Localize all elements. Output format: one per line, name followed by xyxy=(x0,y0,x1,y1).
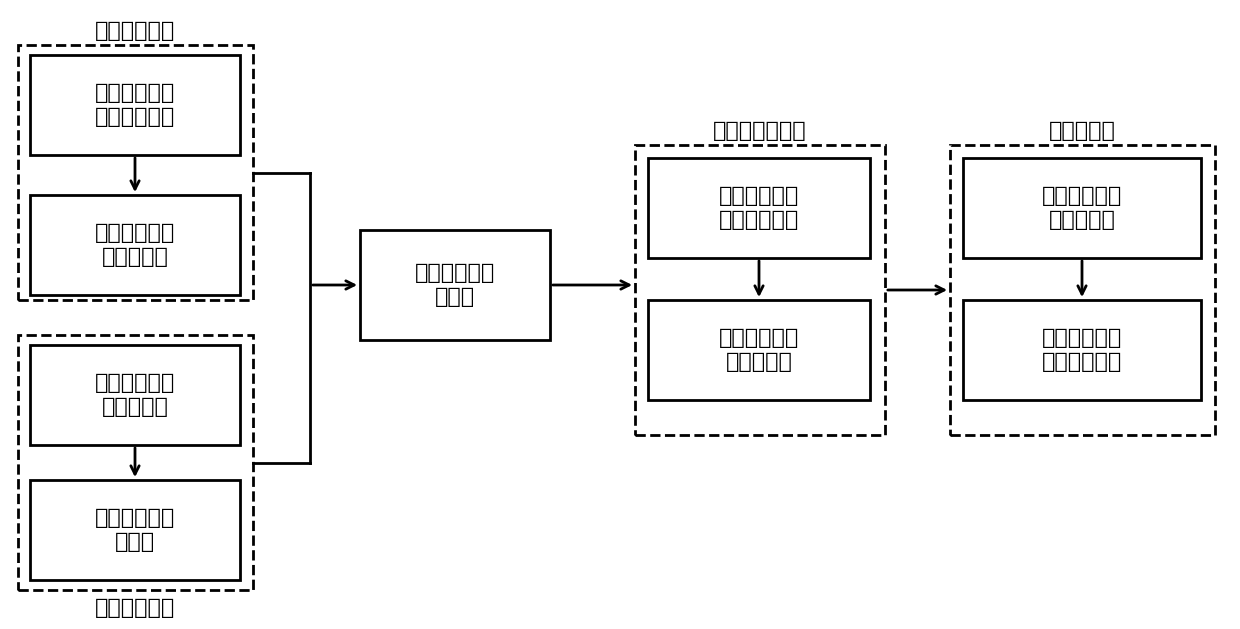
Bar xyxy=(360,230,551,340)
Text: 多尺度渲染: 多尺度渲染 xyxy=(1049,121,1116,141)
Text: 非均质固液多
相流物理模型: 非均质固液多 相流物理模型 xyxy=(95,84,175,126)
Text: 稳定的固流双
向耦合: 稳定的固流双 向耦合 xyxy=(415,264,495,306)
Bar xyxy=(649,300,870,400)
Bar xyxy=(649,158,870,258)
Text: 固体断裂和破
碎模拟: 固体断裂和破 碎模拟 xyxy=(95,508,175,552)
Bar xyxy=(19,335,253,590)
Text: 基于边界层理
论的漩涡模拟: 基于边界层理 论的漩涡模拟 xyxy=(719,186,799,230)
Text: 细节恢复和增强: 细节恢复和增强 xyxy=(713,121,807,141)
Text: 固相物体模拟: 固相物体模拟 xyxy=(95,598,176,618)
Text: 液相浆体模拟: 液相浆体模拟 xyxy=(95,21,176,41)
Bar xyxy=(19,45,253,300)
Bar xyxy=(950,145,1215,435)
Bar xyxy=(30,345,241,445)
Text: 点和面的光线
跟踪混合绘制: 点和面的光线 跟踪混合绘制 xyxy=(1042,328,1122,372)
Bar xyxy=(963,300,1202,400)
Bar xyxy=(635,145,885,435)
Bar xyxy=(30,55,241,155)
Bar xyxy=(963,158,1202,258)
Text: 飞溅液滴、泡
沫细节模拟: 飞溅液滴、泡 沫细节模拟 xyxy=(719,328,799,372)
Text: 自适应物质点
法数值计算: 自适应物质点 法数值计算 xyxy=(95,223,175,267)
Bar xyxy=(30,195,241,295)
Text: 泥石流的多尺
度表面重建: 泥石流的多尺 度表面重建 xyxy=(1042,186,1122,230)
Text: 有限单元到物
质点的转化: 有限单元到物 质点的转化 xyxy=(95,374,175,416)
Bar xyxy=(30,480,241,580)
